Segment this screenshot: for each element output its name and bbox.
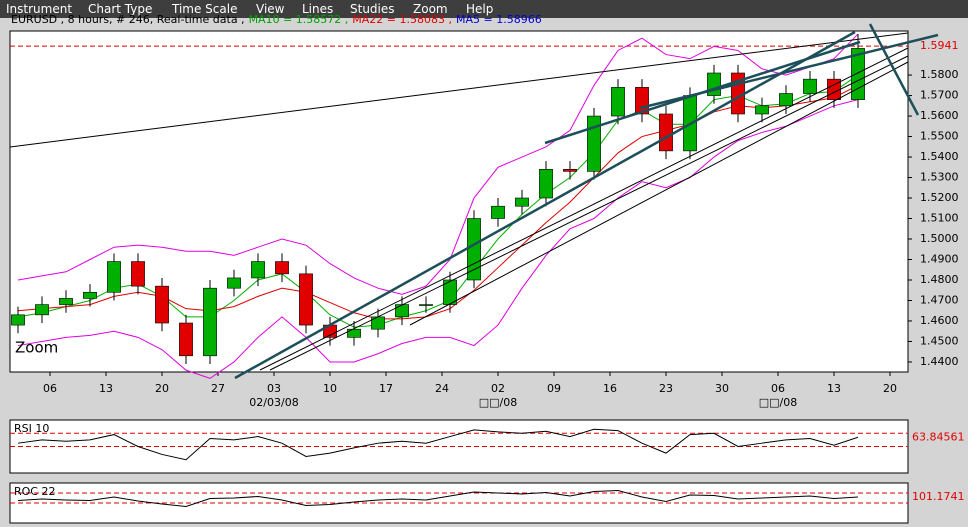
menu-item[interactable]: Chart Type	[88, 2, 153, 16]
menu-item[interactable]: Instrument	[6, 2, 73, 16]
candle-body	[803, 78, 817, 94]
x-tick-label: 27	[211, 382, 225, 395]
indicator-label: MA5 = 1.58966	[456, 13, 542, 26]
y-tick-label: 1.5200	[920, 191, 959, 204]
y-tick-label: 1.4700	[920, 293, 959, 306]
indicator-name: ROC 22	[14, 485, 55, 498]
candle-body	[227, 277, 241, 289]
candle-body	[755, 105, 769, 115]
candle-body	[491, 205, 505, 219]
y-tick-label: 1.5100	[920, 212, 959, 225]
candle-body	[11, 314, 25, 326]
candle-body	[131, 261, 145, 287]
candle-body	[35, 304, 49, 316]
x-tick-label: 13	[99, 382, 113, 395]
x-tick-label: 09	[547, 382, 561, 395]
indicator-label: MA10 = 1.58572 ,	[248, 13, 349, 26]
candle-body	[179, 322, 193, 357]
candle-body	[659, 113, 673, 152]
candle-body	[419, 304, 433, 306]
indicator-line	[17, 489, 859, 508]
menu-item[interactable]: Zoom	[413, 2, 448, 16]
candle-body	[563, 169, 577, 172]
candle-body	[539, 169, 553, 199]
indicator-line	[17, 33, 859, 295]
x-tick-label-secondary: 02/03/08	[249, 396, 298, 409]
plot-layer: 1.4400 1.4500 1.4600 1.4700 1.4800 1.4900 1.50…	[10, 33, 965, 508]
x-tick-label: 20	[155, 382, 169, 395]
trend-line	[9, 32, 909, 148]
candle-body	[587, 115, 601, 172]
trend-line	[409, 61, 909, 326]
candle-body	[467, 218, 481, 281]
candle-body	[611, 87, 625, 117]
candle-body	[515, 197, 529, 207]
y-tick-label: 1.5500	[920, 130, 959, 143]
x-tick-label: 13	[827, 382, 841, 395]
candle-body	[299, 273, 313, 326]
x-tick-label: 06	[771, 382, 785, 395]
x-tick-label-secondary: □□/08	[759, 396, 798, 409]
x-tick-label: 16	[603, 382, 617, 395]
indicator-name: RSI 10	[14, 422, 49, 435]
candle-body	[59, 298, 73, 305]
x-tick-label: 10	[323, 382, 337, 395]
y-tick-label: 1.4400	[920, 355, 959, 368]
candle-body	[107, 261, 121, 293]
chart-title: EURUSD , 8 hours, # 246, Real-time data …	[11, 13, 245, 26]
menu-item[interactable]: Help	[466, 2, 494, 16]
y-tick-label: 1.5600	[920, 109, 959, 122]
price-panel	[9, 30, 909, 373]
menu-item[interactable]: View	[256, 2, 285, 16]
y-tick-label: 1.5800	[920, 68, 959, 81]
candle-body	[83, 291, 97, 299]
menu-item[interactable]: Studies	[350, 2, 395, 16]
indicator-line	[17, 428, 859, 461]
zoom-label: Zoom	[15, 339, 58, 357]
indicator-label: MA22 = 1.58083 ,	[352, 13, 452, 26]
candle-body	[443, 279, 457, 305]
y-tick-label: 1.4900	[920, 252, 959, 265]
x-tick-label: 20	[883, 382, 897, 395]
x-tick-label: 23	[659, 382, 673, 395]
candle-body	[275, 261, 289, 275]
menu-bar: Instrument Chart Type Time Scale View Lines S…	[0, 0, 968, 18]
candle-body	[203, 287, 217, 357]
menu-item[interactable]: Time Scale	[172, 2, 238, 16]
menu-item[interactable]: Lines	[302, 2, 334, 16]
y-tick-label: 1.5400	[920, 150, 959, 163]
x-tick-label: 06	[43, 382, 57, 395]
trend-lines	[9, 23, 939, 380]
y-tick-label: 1.4800	[920, 273, 959, 286]
reference-label: 1.5941	[920, 39, 959, 52]
x-tick-label: 03	[267, 382, 281, 395]
trend-line	[639, 33, 939, 110]
candle-body	[155, 285, 169, 324]
trend-line	[868, 23, 920, 116]
y-tick-label: 1.5000	[920, 232, 959, 245]
current-value-label: 63.84561	[912, 430, 965, 443]
x-tick-label: 24	[435, 382, 449, 395]
trend-line	[269, 55, 909, 371]
trend-line	[234, 30, 856, 380]
candle-body	[779, 93, 793, 107]
trend-line	[259, 47, 909, 371]
x-tick-label: 02	[491, 382, 505, 395]
x-tick-label: 17	[379, 382, 393, 395]
chart-header: EURUSD , 8 hours, # 246, Real-time data …	[11, 13, 542, 26]
current-value-label: 101.1741	[912, 490, 965, 503]
candle-body	[251, 261, 265, 279]
indicator-line	[17, 99, 859, 379]
candle-body	[395, 304, 409, 318]
x-tick-label-secondary: □□/08	[479, 396, 518, 409]
y-tick-label: 1.5700	[920, 89, 959, 102]
y-tick-label: 1.4500	[920, 334, 959, 347]
y-tick-label: 1.4600	[920, 314, 959, 327]
x-tick-label: 30	[715, 382, 729, 395]
y-tick-label: 1.5300	[920, 171, 959, 184]
